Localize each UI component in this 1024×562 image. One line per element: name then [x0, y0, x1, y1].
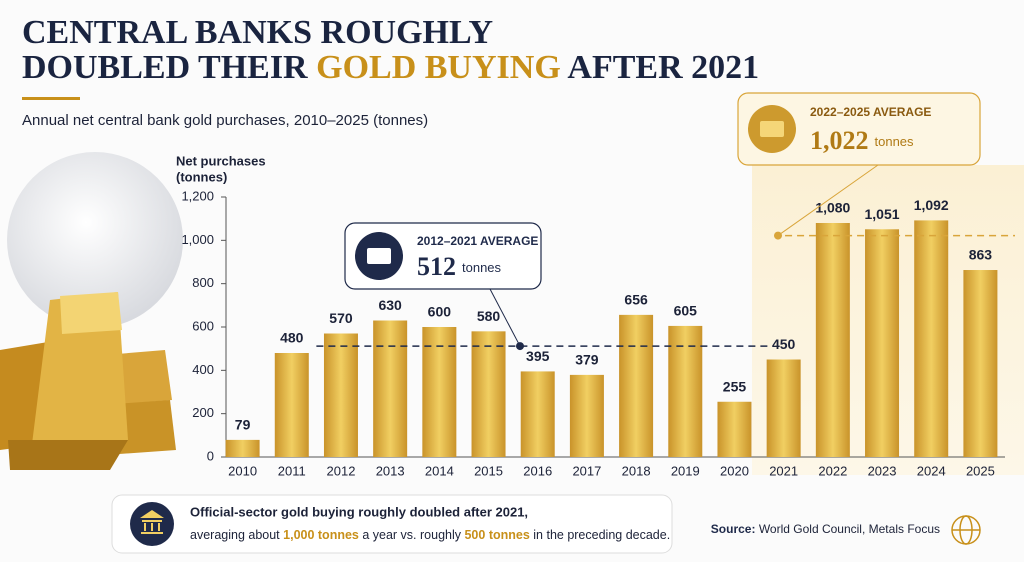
globe-decoration: [7, 152, 183, 328]
bank-icon-glyph: [140, 510, 164, 534]
callout-connector: [489, 288, 521, 347]
chart-title-line2: DOUBLED THEIR GOLD BUYING AFTER 2021: [22, 49, 759, 86]
average-value: 512 tonnes: [417, 252, 502, 281]
average-value: 1,022 tonnes: [810, 126, 914, 155]
callout-box: [737, 92, 981, 166]
title-text: CENTRAL BANKS ROUGHLY: [22, 14, 493, 51]
callout-icon-glyph: [760, 121, 784, 137]
value-label: 1,092: [914, 197, 949, 213]
value-label: 605: [674, 303, 698, 319]
globe-icon: [951, 515, 981, 545]
x-tick-label: 2015: [474, 463, 503, 478]
y-tick-label: 0: [207, 448, 214, 463]
x-tick-label: 2020: [720, 463, 749, 478]
x-tick-label: 2021: [769, 463, 798, 478]
value-label: 480: [280, 330, 304, 346]
bar: [471, 331, 506, 457]
average-number: 512: [417, 252, 456, 281]
value-label: 570: [329, 310, 353, 326]
bar: [766, 359, 801, 457]
source-label: Source:: [711, 522, 756, 536]
x-tick-label: 2014: [425, 463, 454, 478]
bar: [520, 371, 555, 457]
x-tick-label: 2010: [228, 463, 257, 478]
value-label: 450: [772, 336, 796, 352]
average-unit: tonnes: [462, 260, 502, 275]
bar: [225, 439, 260, 457]
title-text: DOUBLED THEIR: [22, 49, 316, 86]
y-tick-label: 800: [192, 275, 214, 290]
y-tick-label: 1,200: [181, 188, 214, 203]
bar: [865, 229, 900, 457]
note-text: averaging about: [190, 528, 283, 542]
average-unit: tonnes: [875, 134, 915, 149]
x-tick-label: 2018: [622, 463, 651, 478]
note-highlight: 1,000 tonnes: [283, 528, 359, 542]
note-text: a year vs. roughly: [359, 528, 465, 542]
note-text: in the preceding decade.: [530, 528, 670, 542]
x-tick-label: 2024: [917, 463, 946, 478]
title-highlight: GOLD BUYING: [316, 49, 561, 86]
bar: [323, 333, 358, 457]
bar: [914, 220, 949, 457]
source: Source: World Gold Council, Metals Focus: [711, 522, 940, 536]
value-label: 656: [624, 292, 648, 308]
value-label: 580: [477, 308, 501, 324]
average-title: 2022–2025 AVERAGE: [810, 105, 931, 119]
value-label: 1,080: [815, 200, 850, 216]
bar: [422, 327, 457, 457]
x-tick-label: 2012: [327, 463, 356, 478]
average-title: 2012–2021 AVERAGE: [417, 234, 538, 248]
y-axis-label: Net purchases: [176, 153, 266, 168]
x-tick-label: 2011: [278, 463, 306, 478]
note-box: [111, 494, 673, 554]
bar: [963, 270, 998, 457]
bar: [373, 320, 408, 457]
value-label: 863: [969, 247, 993, 263]
x-tick-label: 2022: [818, 463, 847, 478]
title-rule: [22, 97, 80, 100]
bar: [668, 325, 703, 457]
value-label: 79: [235, 417, 251, 433]
callout-connector: [777, 164, 879, 236]
bar: [619, 314, 654, 457]
y-axis-label: (tonnes): [176, 169, 227, 184]
subtitle: Annual net central bank gold purchases, …: [22, 112, 428, 129]
gold-bars-decoration: [0, 292, 176, 470]
value-label: 630: [378, 297, 402, 313]
callout-icon-glyph: [367, 248, 391, 264]
y-tick-label: 1,000: [181, 232, 214, 247]
value-label: 255: [723, 378, 747, 394]
chart-title-line1: CENTRAL BANKS ROUGHLY: [22, 14, 493, 51]
note-highlight: 500 tonnes: [464, 528, 529, 542]
x-tick-label: 2013: [376, 463, 405, 478]
x-tick-label: 2023: [868, 463, 897, 478]
x-tick-label: 2017: [572, 463, 601, 478]
x-tick-label: 2025: [966, 463, 995, 478]
y-tick-label: 200: [192, 405, 214, 420]
average-number: 1,022: [810, 126, 869, 155]
bar: [569, 374, 604, 457]
x-tick-label: 2016: [523, 463, 552, 478]
bar: [815, 223, 850, 457]
average-dot: [516, 342, 524, 351]
average-dot: [774, 231, 782, 240]
note-line2: averaging about 1,000 tonnes a year vs. …: [190, 528, 670, 542]
note-line1: Official-sector gold buying roughly doub…: [190, 504, 528, 519]
y-tick-label: 400: [192, 362, 214, 377]
y-tick-label: 600: [192, 318, 214, 333]
bar: [274, 353, 309, 457]
title-text: AFTER 2021: [561, 49, 759, 86]
value-label: 379: [575, 352, 599, 368]
value-label: 600: [428, 304, 452, 320]
bar: [717, 401, 752, 457]
x-tick-label: 2019: [671, 463, 700, 478]
value-label: 395: [526, 348, 550, 364]
value-label: 1,051: [865, 206, 900, 222]
source-text: World Gold Council, Metals Focus: [755, 522, 940, 536]
